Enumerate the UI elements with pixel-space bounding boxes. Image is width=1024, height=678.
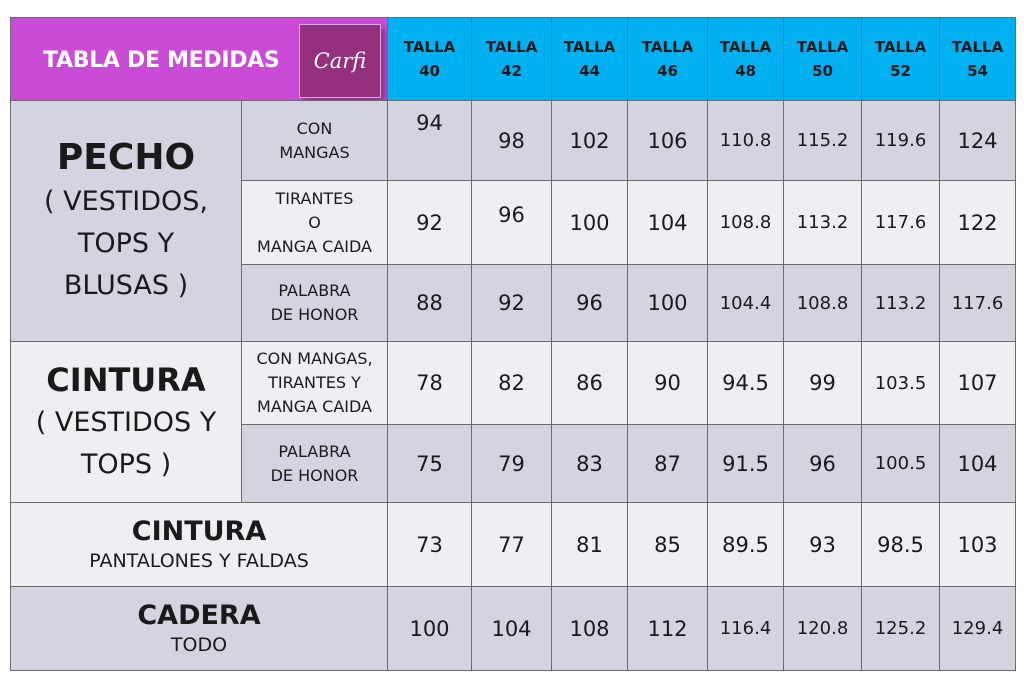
- row-label: PALABRA DE HONOR: [241, 424, 388, 503]
- value-cell: 104: [627, 180, 708, 265]
- value-cell: 73: [387, 502, 472, 587]
- value-cell: 117.6: [861, 180, 940, 265]
- value-cell: 94: [387, 100, 472, 181]
- value-cell: 106: [627, 100, 708, 181]
- value-cell: 78: [387, 341, 472, 425]
- group-cintura-title: CINTURA: [46, 361, 206, 399]
- value-cell: 100: [551, 180, 628, 265]
- value-cell: 98: [471, 100, 552, 181]
- size-header-44: TALLA 44: [551, 17, 628, 101]
- value-cell: 79: [471, 424, 552, 503]
- value-cell: 119.6: [861, 100, 940, 181]
- group-cintura-pantalones-sub: PANTALONES Y FALDAS: [89, 549, 309, 572]
- table-row: TIRANTES O MANGA CAIDA 92 96 100 104 108.8…: [11, 180, 1016, 265]
- size-header-50: TALLA 50: [783, 17, 862, 101]
- header-row: TABLA DE MEDIDAS Carfi TALLA 40 TALLA 42 T…: [10, 17, 1016, 101]
- table-row: CINTURA ( VESTIDOS Y TOPS ) CON MANGAS, T…: [10, 341, 1016, 503]
- size-header-54: TALLA 54: [939, 17, 1016, 101]
- value-cell: 129.4: [939, 586, 1016, 671]
- value-cell: 108: [551, 586, 628, 671]
- value-cell: 120.8: [783, 586, 862, 671]
- size-header-40: TALLA 40: [387, 17, 472, 101]
- value-cell: 87: [627, 424, 708, 503]
- value-cell: 86: [551, 341, 628, 425]
- value-cell: 96: [551, 264, 628, 342]
- value-cell: 100: [627, 264, 708, 342]
- size-header-52: TALLA 52: [861, 17, 940, 101]
- value-cell: 115.2: [783, 100, 862, 181]
- value-cell: 108.8: [707, 180, 784, 265]
- value-cell: 83: [551, 424, 628, 503]
- group-cintura-vestidos: CINTURA ( VESTIDOS Y TOPS ): [10, 341, 242, 503]
- value-cell: 98.5: [861, 502, 940, 587]
- value-cell: 110.8: [707, 100, 784, 181]
- value-cell: 89.5: [707, 502, 784, 587]
- value-cell: 102: [551, 100, 628, 181]
- value-cell: 96: [783, 424, 862, 503]
- logo-text: Carfi: [313, 49, 367, 73]
- value-cell: 117.6: [939, 264, 1016, 342]
- group-pecho-title: PECHO: [56, 137, 196, 178]
- value-cell: 124: [939, 100, 1016, 181]
- value-cell: 103: [939, 502, 1016, 587]
- value-cell: 112: [627, 586, 708, 671]
- row-label: TIRANTES O MANGA CAIDA: [241, 180, 388, 265]
- group-cintura-pantalones-title: CINTURA: [131, 515, 267, 547]
- value-cell: 113.2: [861, 264, 940, 342]
- value-cell: 94.5: [707, 341, 784, 425]
- value-cell: 104: [471, 586, 552, 671]
- size-header-42: TALLA 42: [471, 17, 552, 101]
- table-row: PECHO ( VESTIDOS, TOPS Y BLUSAS ) CON MAN…: [10, 100, 1016, 342]
- table-row: PALABRA DE HONOR 75 79 83 87 91.5 96 100.…: [11, 424, 1016, 503]
- value-cell: 90: [627, 341, 708, 425]
- value-cell: 125.2: [861, 586, 940, 671]
- value-cell: 99: [783, 341, 862, 425]
- group-pecho: PECHO ( VESTIDOS, TOPS Y BLUSAS ): [10, 100, 242, 342]
- value-cell: 104.4: [707, 264, 784, 342]
- value-cell: 104: [939, 424, 1016, 503]
- value-cell: 103.5: [861, 341, 940, 425]
- group-cintura-sub-2: TOPS ): [80, 449, 172, 480]
- value-cell: 96: [471, 180, 552, 265]
- row-label: CON MANGAS: [241, 100, 388, 181]
- value-cell: 91.5: [707, 424, 784, 503]
- value-cell: 81: [551, 502, 628, 587]
- value-cell: 85: [627, 502, 708, 587]
- row-label: PALABRA DE HONOR: [241, 264, 388, 342]
- value-cell: 82: [471, 341, 552, 425]
- value-cell: 116.4: [707, 586, 784, 671]
- value-cell: 92: [387, 180, 472, 265]
- table-row: PALABRA DE HONOR 88 92 96 100 104.4 108.8…: [11, 264, 1016, 342]
- value-cell: 100.5: [861, 424, 940, 503]
- row-label: CON MANGAS, TIRANTES Y MANGA CAIDA: [241, 341, 388, 425]
- group-pecho-sub-3: BLUSAS ): [63, 270, 189, 301]
- value-cell: 88: [387, 264, 472, 342]
- group-pecho-sub-2: TOPS Y: [77, 228, 175, 259]
- brand-logo: Carfi: [299, 24, 381, 98]
- value-cell: 107: [939, 341, 1016, 425]
- group-cintura-pantalones: CINTURA PANTALONES Y FALDAS: [10, 502, 388, 587]
- size-header-48: TALLA 48: [707, 17, 784, 101]
- group-cadera-sub: TODO: [170, 633, 228, 656]
- table-row: CADERA TODO 100 104 108 112 116.4 120.8 …: [10, 586, 1016, 671]
- size-header-46: TALLA 46: [627, 17, 708, 101]
- value-cell: 93: [783, 502, 862, 587]
- value-cell: 100: [387, 586, 472, 671]
- table-row: CINTURA PANTALONES Y FALDAS 73 77 81 85 …: [10, 502, 1016, 587]
- table-title: TABLA DE MEDIDAS: [43, 48, 280, 73]
- title-cell: TABLA DE MEDIDAS Carfi: [10, 17, 388, 101]
- group-pecho-sub-1: ( VESTIDOS,: [43, 186, 208, 217]
- value-cell: 113.2: [783, 180, 862, 265]
- value-cell: 92: [471, 264, 552, 342]
- value-cell: 122: [939, 180, 1016, 265]
- size-chart-table: TABLA DE MEDIDAS Carfi TALLA 40 TALLA 42 T…: [10, 17, 1016, 671]
- value-cell: 108.8: [783, 264, 862, 342]
- value-cell: 77: [471, 502, 552, 587]
- group-cadera-title: CADERA: [137, 599, 261, 631]
- group-cadera: CADERA TODO: [10, 586, 388, 671]
- value-cell: 75: [387, 424, 472, 503]
- group-cintura-sub-1: ( VESTIDOS Y: [35, 407, 217, 438]
